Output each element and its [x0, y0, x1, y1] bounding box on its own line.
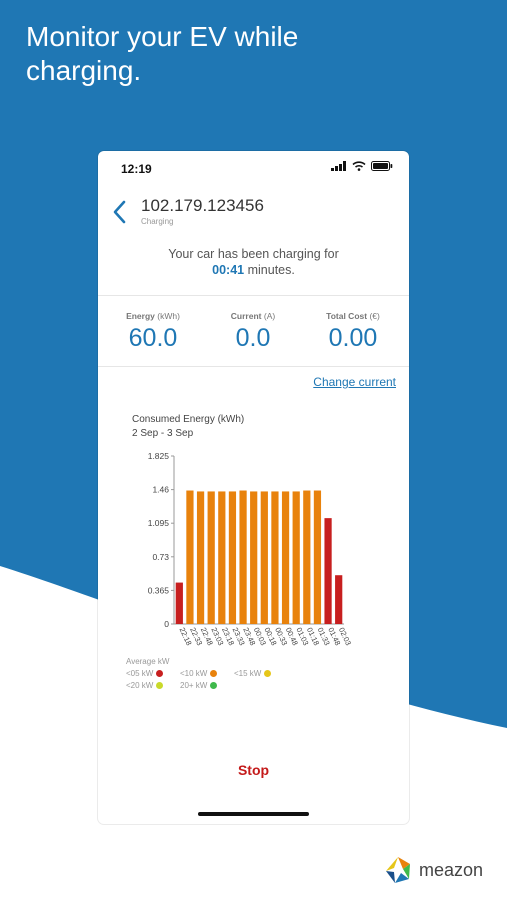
- metric-energy-unit: (kWh): [157, 311, 180, 321]
- chart-bar: [260, 491, 268, 624]
- chart-bar: [207, 491, 215, 624]
- metric-energy: Energy (kWh) 60.0: [103, 311, 203, 353]
- chart-subtitle: 2 Sep - 3 Sep: [132, 428, 194, 439]
- legend-dot: [210, 670, 218, 677]
- chart-bar: [196, 491, 205, 624]
- legend-item: 20+ kW: [180, 681, 222, 690]
- charging-message: Your car has been charging for: [168, 247, 339, 261]
- chart-bar: [271, 491, 279, 624]
- chart-bar: [239, 490, 247, 624]
- home-indicator[interactable]: [198, 812, 309, 816]
- legend-dot: [210, 682, 218, 689]
- chart-bar: [281, 491, 290, 624]
- chart-legend: Average kW <05 kW <10 kW <15 kW <20 kW 2…: [126, 657, 276, 693]
- metric-current-unit: (A): [263, 311, 276, 321]
- legend-dot: [156, 670, 164, 677]
- legend-item: <20 kW: [126, 681, 168, 690]
- y-tick-label: 0: [164, 619, 169, 629]
- brand-name: meazon: [419, 859, 484, 880]
- status-time: 12:19: [121, 162, 152, 176]
- y-tick-label: 0.365: [148, 585, 170, 595]
- charging-duration: 00:41: [212, 263, 245, 277]
- metric-cost-unit: (€): [369, 311, 380, 321]
- headline: Monitor your EV while charging.: [26, 21, 299, 86]
- metric-current-value: 0.0: [235, 324, 271, 352]
- divider: [98, 366, 409, 367]
- chart-bar: [324, 518, 332, 624]
- y-tick-label: 1.095: [148, 518, 170, 528]
- chart-bar: [250, 491, 258, 624]
- charging-duration-line: 00:41 minutes.: [98, 263, 409, 277]
- stop-button[interactable]: Stop: [237, 762, 270, 778]
- chart-bar: [303, 490, 311, 624]
- battery-icon: [371, 161, 393, 171]
- phone-screen: 12:19 102.179.123456 Charging Your car h…: [98, 151, 409, 824]
- energy-bar-chart: 00.3650.731.0951.461.82522:1822:3322:482…: [148, 451, 353, 647]
- change-current-link[interactable]: Change current: [313, 375, 396, 389]
- cellular-signal-icon: [331, 161, 346, 171]
- legend-item: <15 kW: [234, 669, 276, 678]
- y-tick-label: 1.46: [152, 485, 169, 495]
- chart-bar: [313, 490, 322, 624]
- meazon-logo-icon: [386, 857, 410, 883]
- y-tick-label: 1.825: [148, 451, 170, 461]
- chart-bar: [228, 491, 237, 624]
- y-tick-label: 0.73: [152, 552, 169, 562]
- metric-cost-label: Total Cost: [326, 311, 368, 321]
- chart-bar: [335, 575, 343, 624]
- chart-title: Consumed Energy (kWh): [132, 414, 245, 425]
- back-button[interactable]: [110, 199, 130, 225]
- status-bar: 12:19: [98, 151, 409, 187]
- legend-item: <05 kW: [126, 669, 168, 678]
- chart-bar: [175, 582, 183, 624]
- metric-energy-value: 60.0: [128, 324, 178, 352]
- chart-bar: [292, 491, 300, 624]
- legend-dot: [156, 682, 164, 689]
- metric-current: Current (A) 0.0: [203, 311, 303, 353]
- legend-dot: [264, 670, 272, 677]
- chart-bar: [218, 491, 226, 624]
- divider: [98, 295, 409, 296]
- chart-bar: [186, 490, 194, 624]
- metric-energy-label: Energy: [126, 311, 155, 321]
- legend-title: Average kW: [126, 657, 170, 666]
- metric-current-label: Current: [230, 311, 262, 321]
- metric-total-cost: Total Cost (€) 0.00: [303, 311, 403, 353]
- wifi-icon: [352, 161, 366, 171]
- charging-duration-suffix: minutes.: [247, 263, 295, 277]
- device-status-subtitle: Charging: [141, 217, 174, 226]
- device-id: 102.179.123456: [141, 196, 264, 215]
- legend-item: <10 kW: [180, 669, 222, 678]
- chevron-left-icon: [113, 200, 126, 224]
- metric-cost-value: 0.00: [328, 324, 378, 352]
- brand: meazon: [383, 855, 483, 885]
